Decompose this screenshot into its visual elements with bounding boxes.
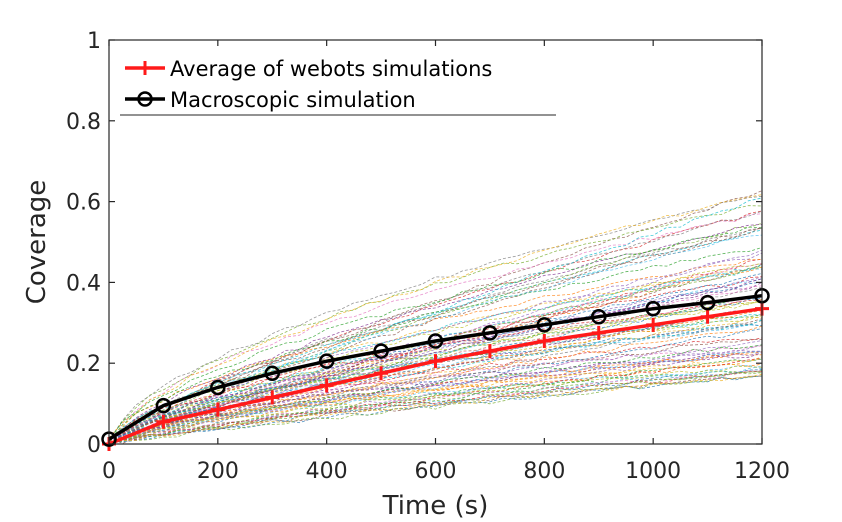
data-point <box>265 390 280 405</box>
run-line <box>108 371 763 441</box>
run-line <box>108 351 763 441</box>
y-tick-label: 0 <box>87 433 101 458</box>
run-line <box>108 278 763 440</box>
run-line <box>108 262 763 440</box>
y-tick-label: 0.6 <box>66 191 101 216</box>
run-line <box>108 317 763 440</box>
data-point <box>591 308 607 325</box>
series-line-0 <box>108 306 763 446</box>
run-line <box>108 318 763 439</box>
x-tick-label: 800 <box>523 459 565 484</box>
run-line <box>108 375 763 442</box>
run-line <box>108 328 763 443</box>
run-line <box>108 344 763 441</box>
data-point <box>427 333 444 349</box>
data-point <box>700 309 715 324</box>
legend-label: Macroscopic simulation <box>170 88 416 112</box>
y-axis-label: Coverage <box>22 180 52 305</box>
run-line <box>108 194 763 439</box>
data-point <box>699 294 716 311</box>
run-line <box>108 363 763 443</box>
data-point <box>482 344 497 359</box>
run-line <box>108 222 763 442</box>
data-point <box>645 300 661 317</box>
run-line <box>108 258 763 440</box>
x-tick-label: 1200 <box>734 459 790 484</box>
series-line-1 <box>108 293 763 441</box>
run-line <box>108 352 763 442</box>
run-line <box>108 227 763 442</box>
legend-label: Average of webots simulations <box>170 57 492 81</box>
run-line <box>108 229 763 439</box>
run-line <box>108 375 763 444</box>
y-tick-label: 0.8 <box>66 110 101 135</box>
run-line <box>108 351 763 441</box>
legend: Average of webots simulations Macroscopic… <box>113 46 558 116</box>
run-line <box>108 357 763 442</box>
x-tick-label: 1000 <box>625 459 681 484</box>
x-tick-label: 600 <box>415 459 457 484</box>
data-point <box>374 366 389 381</box>
run-line <box>108 259 762 442</box>
run-line <box>108 226 763 442</box>
data-point <box>155 397 172 414</box>
data-point <box>319 378 334 393</box>
run-line <box>108 365 763 440</box>
data-point <box>536 317 553 333</box>
series-group <box>101 287 770 451</box>
y-tick-label: 0.4 <box>66 271 101 296</box>
run-line <box>108 340 763 440</box>
data-point <box>373 343 389 359</box>
data-point <box>264 365 280 382</box>
run-line <box>108 210 763 441</box>
run-line <box>108 358 763 442</box>
run-line <box>108 263 763 439</box>
data-point <box>428 354 443 369</box>
individual-runs <box>108 190 763 444</box>
y-tick-label: 1 <box>87 29 101 54</box>
data-point <box>482 325 498 341</box>
data-point <box>646 317 661 332</box>
run-line <box>108 371 763 440</box>
x-tick-label: 200 <box>197 459 239 484</box>
run-line <box>108 197 763 440</box>
run-line <box>108 196 763 441</box>
data-point <box>591 325 606 340</box>
x-tick-label: 0 <box>102 459 116 484</box>
legend-marker <box>137 91 153 107</box>
run-line <box>108 351 763 440</box>
run-line <box>108 252 763 443</box>
data-point <box>537 333 552 348</box>
run-line <box>108 325 763 440</box>
run-line <box>108 205 763 440</box>
run-line <box>108 273 763 440</box>
data-point <box>318 353 335 369</box>
legend-box <box>113 46 558 114</box>
axis-ticks: 0 200 400 600 800 1000 1200 0 0.2 0.4 0.6 0.8 1 <box>66 29 790 484</box>
run-line <box>108 213 763 439</box>
data-point <box>210 379 226 396</box>
data-point <box>210 402 225 417</box>
y-tick-label: 0.2 <box>66 352 101 377</box>
legend-marker <box>138 61 152 75</box>
run-line <box>108 224 763 441</box>
data-point <box>156 414 171 429</box>
run-line <box>108 320 763 440</box>
run-line <box>108 373 763 441</box>
x-axis-label: Time (s) <box>382 491 489 521</box>
x-tick-label: 400 <box>306 459 348 484</box>
